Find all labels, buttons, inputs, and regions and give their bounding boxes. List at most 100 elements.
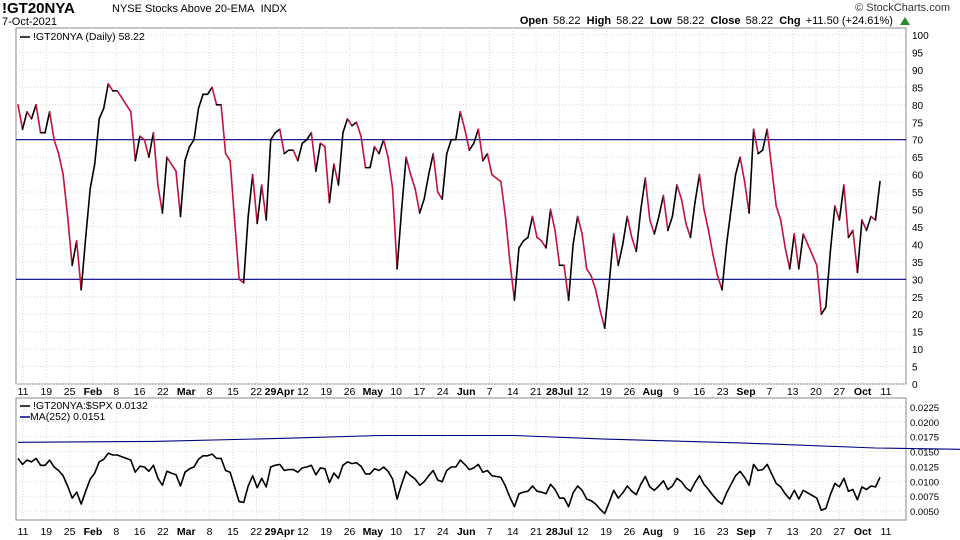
ma-line [17,434,960,450]
main-x-tick-label: Feb [84,386,103,398]
series-segment [116,90,123,99]
series-segment [779,219,787,249]
ratio-x-tick-label: Feb [84,526,103,538]
ratio-x-tick-label: 19 [600,526,612,538]
series-segment [761,128,768,151]
series-segment [829,205,836,253]
ratio-x-tick-label: 7 [766,526,772,538]
ratio-x-tick-label: 9 [673,526,679,538]
up-arrow-icon [900,17,910,25]
ratio-x-tick-label: 12 [577,526,589,538]
series-segment [486,152,493,176]
main-x-tick-label: 22 [157,386,169,398]
series-segment [612,233,620,267]
ratio-x-tick-label: Sep [736,526,755,538]
high-value: 58.22 [616,15,644,27]
series-segment [184,145,191,162]
symbol-description: NYSE Stocks Above 20-EMA INDX [112,3,287,15]
series-segment [856,219,863,274]
series-segment [269,131,277,141]
series-segment [793,233,800,270]
ratio-x-tick-label: 21 [530,526,542,538]
series-segment [680,198,687,225]
main-x-tick-label: Sep [736,386,755,398]
ratio-y-tick-label: 0.0150 [910,448,939,459]
series-segment [477,128,484,162]
series-segment [260,184,268,221]
series-segment [93,117,101,165]
series-segment [220,104,227,155]
ratio-x-tick-label: 19 [40,526,52,538]
main-x-tick-label: 7 [766,386,772,398]
series-segment [838,184,845,221]
series-segment [409,173,416,190]
series-segment [342,117,349,134]
series-segment [310,131,317,172]
series-segment [233,219,240,281]
main-x-tick-label: 26 [344,386,356,398]
series-segment [599,309,606,329]
series-segment [594,288,601,312]
series-segment [567,243,574,302]
series-segment [802,233,809,246]
main-x-tick-label: 12 [297,386,309,398]
series-segment [653,215,660,235]
low-value: 58.22 [676,15,705,27]
series-segment [495,177,502,183]
main-x-tick-label: 16 [694,386,706,398]
series-segment [861,219,868,232]
series-segment [463,128,471,151]
series-segment [179,159,186,218]
series-segment [84,187,92,239]
ratio-x-tick-label: 12 [297,526,309,538]
main-y-tick-label: 20 [912,310,924,321]
series-segment [536,236,543,242]
series-segment [143,138,150,158]
ratio-y-tick-label: 0.0075 [910,492,939,503]
main-x-tick-label: 16 [134,386,146,398]
series-segment [694,173,701,204]
ratio-y-tick-label: 0.0225 [910,403,939,414]
main-y-tick-label: 75 [912,118,924,129]
series-segment [626,215,633,239]
series-segment [540,240,547,249]
main-y-tick-label: 25 [912,293,924,304]
series-segment [152,131,159,186]
series-segment [703,208,710,232]
series-segment [66,215,73,267]
ratio-x-tick-label: 16 [134,526,146,538]
main-x-tick-label: 19 [40,386,52,398]
series-segment [563,264,570,302]
series-segment [75,240,82,291]
main-panel[interactable]: 0 5 10 15 20 25 30 35 40 45 50 55 60 65 70 75 80 85 90 95 10… [15,27,929,391]
main-x-tick-label: 24 [437,386,449,398]
series-segment [188,138,195,148]
series-segment [667,215,674,232]
main-x-tick-label: 9 [673,386,679,398]
main-legend-label: !GT20NYA (Daily) 58.22 [33,31,145,43]
series-segment [870,215,877,221]
series-segment [459,110,466,131]
series-segment [527,215,534,239]
chart-header: !GT20NYA NYSE Stocks Above 20-EMA INDX 7… [0,0,960,28]
main-x-tick-label: 15 [227,386,239,398]
series-segment [418,198,425,214]
ratio-x-tick-label: 13 [787,526,799,538]
main-x-tick-label: 17 [414,386,426,398]
series-segment [630,236,638,253]
series-segment [816,264,823,316]
series-segment [229,159,236,221]
ratio-x-tick-label: 17 [414,526,426,538]
series-segment [319,142,326,148]
ratio-x-tick-label: 23 [717,526,729,538]
series-segment [640,177,647,211]
main-x-tick-label: 7 [487,386,493,398]
series-segment [251,173,258,225]
ratio-panel[interactable]: 0.0050 0.0075 0.0100 0.0125 0.0150 0.0175 0.02… [15,397,960,521]
series-segment [847,229,854,239]
main-x-tick-label: 12 [577,386,589,398]
main-x-tick-label: 26 [624,386,636,398]
stockcharts-logo[interactable]: © StockCharts.com [855,2,950,14]
main-x-tick-label: 22 [250,386,262,398]
